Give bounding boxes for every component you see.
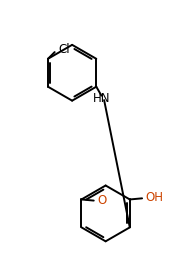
Text: HN: HN xyxy=(93,92,111,106)
Text: Cl: Cl xyxy=(59,43,70,56)
Text: OH: OH xyxy=(146,191,164,204)
Text: O: O xyxy=(98,194,107,207)
